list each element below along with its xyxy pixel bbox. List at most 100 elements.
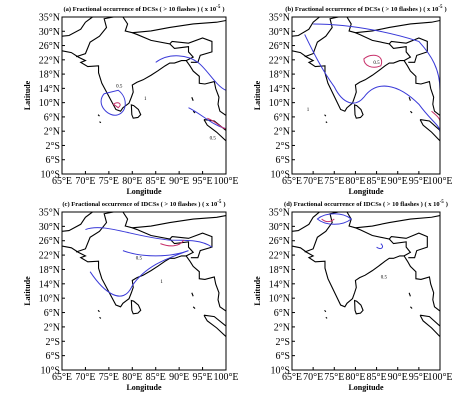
y-tick-label: 10°N (39, 294, 60, 305)
y-tick-label: 10°S (40, 366, 60, 377)
y-tick-label: 14°N (269, 279, 290, 290)
x-tick-label: 85°E (367, 176, 387, 187)
x-tick-label: 85°E (146, 372, 166, 383)
y-tick-label: 18°N (39, 265, 60, 276)
coastline (62, 17, 226, 141)
y-tick-label: 6°N (44, 308, 60, 319)
title-exponent: -5 (216, 5, 221, 10)
x-tick-label: 80°E (122, 176, 142, 187)
x-tick-label: 65°E (282, 372, 302, 383)
y-tick-label: 2°S (275, 337, 290, 348)
x-tick-label: 100°E (427, 372, 452, 383)
y-tick-label: 10°S (270, 366, 290, 377)
panel-title: (a) Fractional occurrence of DCSs ( > 10… (63, 5, 224, 13)
y-tick-label: 35°N (269, 208, 290, 219)
y-tick-label: 10°N (269, 294, 290, 305)
x-tick-label: 95°E (193, 176, 213, 187)
coastline (62, 212, 226, 337)
map-frame (61, 16, 227, 175)
x-tick-label: 65°E (282, 176, 302, 187)
y-tick-label: 10°N (269, 98, 290, 109)
y-tick-label: 30°N (269, 27, 290, 38)
title-text: (b) Fractional occurrence of DCSs ( > 10… (285, 6, 438, 13)
y-tick-label: 6°S (275, 155, 290, 166)
map (62, 212, 226, 337)
map (292, 212, 440, 337)
contour-label: 1 (307, 108, 310, 113)
y-tick-label: 22°N (39, 251, 60, 262)
x-tick-label: 100°E (427, 176, 452, 187)
y-tick-label: 22°N (39, 55, 60, 66)
title-exponent: -5 (438, 5, 443, 10)
y-tick-label: 6°N (44, 112, 60, 123)
y-tick-label: 6°N (274, 308, 290, 319)
contour-label: 0.5 (373, 61, 380, 66)
y-tick-label: 2°N (44, 127, 60, 138)
map (62, 17, 226, 141)
y-tick-label: 6°S (45, 155, 60, 166)
contour (317, 214, 382, 249)
title-suffix: ) (222, 6, 224, 13)
y-tick-label: 26°N (39, 236, 60, 247)
y-axis-label: Latitude (23, 80, 32, 110)
map-frame (291, 211, 441, 371)
contour (114, 103, 226, 129)
title-text: (c) Fractional occurrence of IDCSs ( > 1… (62, 201, 217, 208)
x-tick-label: 65°E (52, 372, 72, 383)
x-tick-label: 75°E (99, 372, 119, 383)
y-axis-label: Latitude (253, 276, 262, 306)
contour-label: 0.5 (136, 256, 143, 261)
x-tick-label: 80°E (122, 372, 142, 383)
panel-title: (b) Fractional occurrence of DCSs ( > 10… (285, 5, 446, 13)
panel-title: (c) Fractional occurrence of IDCSs ( > 1… (62, 200, 225, 208)
y-tick-label: 35°N (39, 13, 60, 24)
y-tick-label: 10°N (39, 98, 60, 109)
y-tick-label: 10°S (270, 170, 290, 181)
title-suffix: ) (446, 201, 448, 208)
y-tick-label: 2°N (44, 322, 60, 333)
y-tick-label: 22°N (269, 55, 290, 66)
x-tick-label: 95°E (409, 176, 429, 187)
y-tick-label: 30°N (39, 222, 60, 233)
contour (85, 228, 212, 297)
x-tick-label: 100°E (213, 372, 238, 383)
contour-label: 1 (144, 97, 147, 102)
x-tick-label: 90°E (388, 372, 408, 383)
x-tick-label: 95°E (409, 372, 429, 383)
x-axis-label: Longitude (126, 383, 162, 392)
x-axis-label: Longitude (348, 187, 384, 196)
contour (305, 24, 440, 132)
coastline (292, 17, 440, 141)
y-tick-label: 35°N (269, 13, 290, 24)
y-axis-label: Latitude (23, 276, 32, 306)
y-tick-label: 2°S (275, 141, 290, 152)
x-axis-label: Longitude (348, 383, 384, 392)
x-tick-label: 75°E (324, 176, 344, 187)
y-tick-label: 14°N (39, 84, 60, 95)
y-tick-label: 10°S (40, 170, 60, 181)
y-tick-label: 30°N (269, 222, 290, 233)
x-tick-label: 85°E (146, 176, 166, 187)
y-tick-label: 18°N (39, 70, 60, 81)
y-tick-label: 6°N (274, 112, 290, 123)
title-suffix: ) (223, 201, 225, 208)
x-tick-label: 90°E (169, 176, 189, 187)
contour-label: 0.5 (381, 275, 388, 280)
y-tick-label: 6°S (45, 351, 60, 362)
y-tick-label: 14°N (39, 279, 60, 290)
title-exponent: -5 (217, 200, 222, 205)
x-tick-label: 100°E (213, 176, 238, 187)
contour-label: 0.5 (116, 85, 123, 90)
panel-title: (d) Fractional occurrence of IDCSs ( > 1… (284, 200, 448, 208)
y-tick-label: 22°N (269, 251, 290, 262)
y-tick-label: 14°N (269, 84, 290, 95)
title-text: (d) Fractional occurrence of IDCSs ( > 1… (284, 201, 440, 208)
title-exponent: -5 (440, 200, 445, 205)
contour (322, 219, 335, 222)
y-tick-label: 2°S (45, 141, 60, 152)
y-tick-label: 35°N (39, 208, 60, 219)
x-tick-label: 75°E (324, 372, 344, 383)
x-tick-label: 70°E (75, 372, 95, 383)
y-tick-label: 26°N (39, 41, 60, 52)
y-tick-label: 18°N (269, 265, 290, 276)
